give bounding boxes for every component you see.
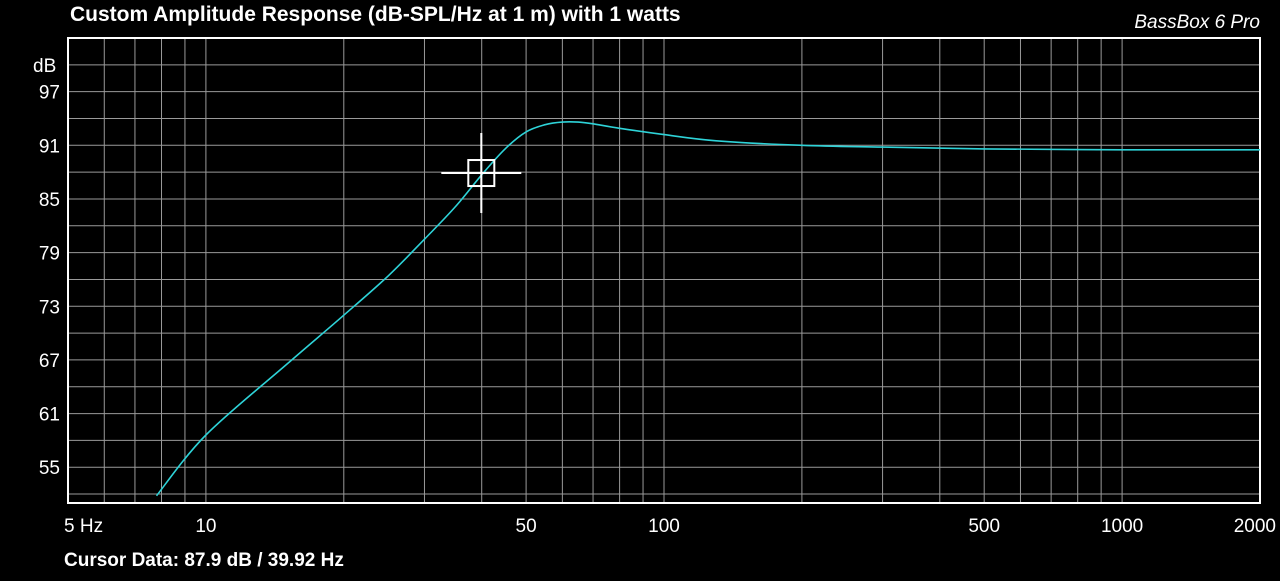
x-tick-label: 100 <box>648 516 680 537</box>
x-tick-label: 5 Hz <box>64 516 103 537</box>
chart-title: Custom Amplitude Response (dB-SPL/Hz at … <box>70 3 681 26</box>
y-tick-labels: 97 91 85 79 73 67 61 55 <box>39 83 60 480</box>
x-tick-label: 500 <box>968 516 1000 537</box>
x-tick-labels: 5 Hz 10 50 100 500 1000 2000 <box>64 516 1276 537</box>
cursor-data-readout: Cursor Data: 87.9 dB / 39.92 Hz <box>64 550 344 572</box>
response-curve <box>155 121 1261 497</box>
cursor-data-value: 87.9 dB / 39.92 Hz <box>184 550 344 571</box>
y-tick-label: 55 <box>39 458 60 479</box>
x-tick-label: 1000 <box>1101 516 1143 537</box>
crosshair-cursor[interactable] <box>441 133 522 214</box>
brand-label: BassBox 6 Pro <box>1134 12 1260 33</box>
y-tick-label: 79 <box>39 244 60 265</box>
chart-grid <box>68 38 1260 503</box>
x-tick-label: 2000 <box>1234 516 1276 537</box>
x-tick-label: 50 <box>516 516 537 537</box>
y-tick-label: 97 <box>39 83 60 104</box>
y-tick-label: 67 <box>39 351 60 372</box>
y-tick-label: 91 <box>39 136 60 157</box>
cursor-data-label: Cursor Data: <box>64 550 180 571</box>
y-tick-label: 73 <box>39 297 60 318</box>
x-tick-label: 10 <box>195 516 216 537</box>
crosshair-box <box>467 159 496 188</box>
y-axis-unit: dB <box>33 56 56 77</box>
plot-frame <box>67 37 1261 504</box>
y-tick-label: 61 <box>39 405 60 426</box>
y-tick-label: 85 <box>39 190 60 211</box>
